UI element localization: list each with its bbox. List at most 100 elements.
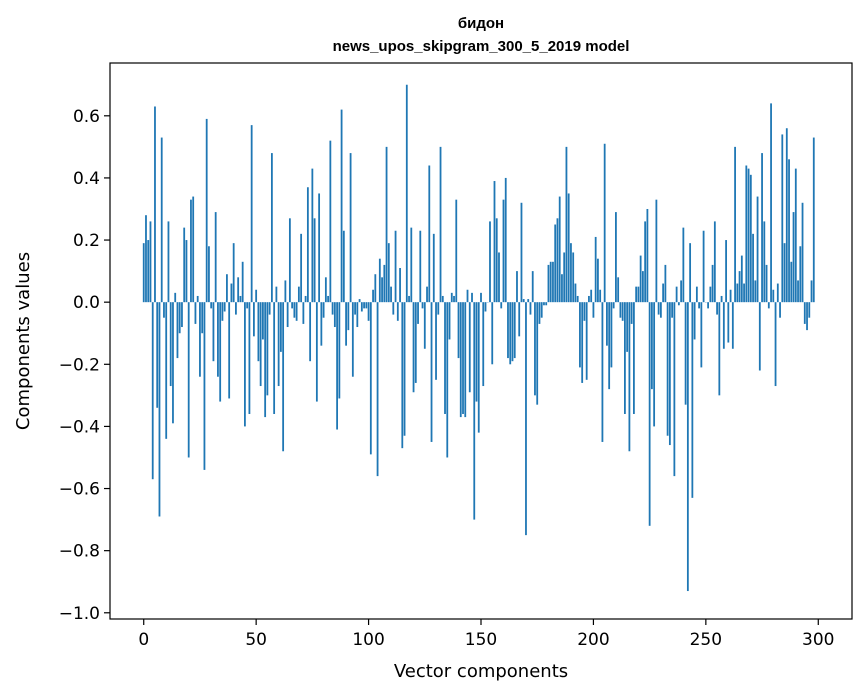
bar	[422, 302, 424, 308]
bar	[338, 302, 340, 398]
bar	[217, 302, 219, 377]
bar	[255, 290, 257, 302]
bar	[289, 218, 291, 302]
x-tick-label: 50	[245, 630, 267, 650]
bar	[183, 228, 185, 303]
bar	[682, 228, 684, 303]
bar	[300, 234, 302, 302]
bar	[761, 153, 763, 302]
bar	[210, 302, 212, 308]
bar	[334, 302, 336, 327]
bar	[509, 302, 511, 364]
bar	[739, 271, 741, 302]
bar	[750, 175, 752, 302]
bar	[170, 302, 172, 386]
chart-title-line1: бидон	[458, 15, 504, 32]
bar	[401, 302, 403, 448]
bar	[395, 231, 397, 302]
bar	[260, 302, 262, 386]
bar	[536, 302, 538, 405]
bar	[383, 265, 385, 302]
bar	[152, 302, 154, 479]
bar	[584, 302, 586, 321]
bar	[307, 187, 309, 302]
bar	[240, 296, 242, 302]
bar	[397, 302, 399, 321]
bar	[415, 302, 417, 383]
bar	[516, 271, 518, 302]
bar	[804, 302, 806, 324]
bar	[370, 302, 372, 454]
bar	[631, 302, 633, 324]
bar	[770, 103, 772, 302]
bar	[703, 231, 705, 302]
bar	[269, 302, 271, 314]
y-tick-label: 0.4	[73, 169, 100, 189]
bar	[813, 138, 815, 303]
bar	[658, 302, 660, 314]
bar	[444, 302, 446, 414]
bar	[485, 302, 487, 311]
bar	[213, 302, 215, 361]
bar	[159, 302, 161, 516]
bar	[606, 302, 608, 345]
bar	[748, 169, 750, 303]
bar	[745, 166, 747, 303]
bar	[579, 302, 581, 367]
bar	[345, 302, 347, 345]
bar	[244, 302, 246, 426]
bar	[799, 246, 801, 302]
bar	[473, 302, 475, 519]
bar	[494, 181, 496, 302]
bar	[390, 287, 392, 303]
bar	[480, 293, 482, 302]
bar	[806, 302, 808, 330]
bar	[775, 302, 777, 386]
bar	[406, 85, 408, 302]
bar	[629, 302, 631, 451]
bar	[622, 302, 624, 321]
bar	[177, 302, 179, 358]
bar	[518, 302, 520, 336]
y-tick-label: 0.6	[73, 107, 100, 127]
bar	[208, 246, 210, 302]
bar	[620, 302, 622, 318]
bar	[293, 302, 295, 318]
bar	[329, 141, 331, 303]
bar	[730, 290, 732, 302]
bar	[426, 287, 428, 303]
bar	[548, 265, 550, 302]
bar	[811, 280, 813, 302]
bar	[222, 302, 224, 321]
bar	[469, 302, 471, 392]
bar	[253, 302, 255, 336]
bar	[215, 212, 217, 302]
bar	[280, 302, 282, 352]
bar	[226, 274, 228, 302]
bar	[363, 302, 365, 308]
bar	[498, 252, 500, 302]
bar	[784, 243, 786, 302]
bar	[156, 302, 158, 408]
bar	[440, 147, 442, 302]
bar	[233, 243, 235, 302]
bar	[273, 302, 275, 414]
bar	[431, 302, 433, 442]
bar	[413, 302, 415, 392]
bar	[611, 302, 613, 367]
bar	[392, 302, 394, 314]
bar	[386, 147, 388, 302]
bar	[741, 256, 743, 303]
bar	[251, 125, 253, 302]
bar	[700, 302, 702, 367]
bar	[188, 302, 190, 457]
bar	[637, 287, 639, 303]
bar	[503, 200, 505, 302]
bar	[678, 302, 680, 305]
bar	[581, 302, 583, 383]
bar	[451, 293, 453, 302]
bar	[435, 302, 437, 380]
bar	[766, 265, 768, 302]
bar	[354, 302, 356, 314]
bar	[561, 274, 563, 302]
